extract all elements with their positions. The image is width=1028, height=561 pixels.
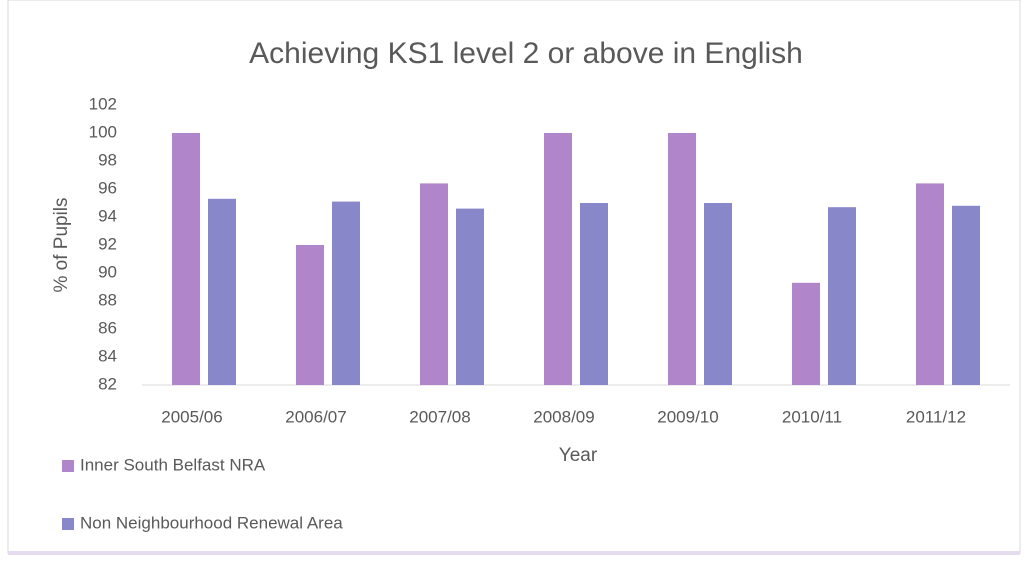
bar xyxy=(544,133,572,385)
x-tick-label: 2009/10 xyxy=(657,407,718,426)
x-tick-label: 2010/11 xyxy=(782,407,842,426)
chart-title: Achieving KS1 level 2 or above in Englis… xyxy=(249,37,803,70)
bar xyxy=(828,207,856,385)
y-tick-label: 96 xyxy=(98,178,117,197)
bar xyxy=(792,282,820,385)
y-tick-label: 92 xyxy=(98,234,117,253)
legend-swatch xyxy=(62,518,74,530)
y-axis-title: % of Pupils xyxy=(51,197,72,292)
x-tick-label: 2011/12 xyxy=(906,407,966,426)
bar xyxy=(296,245,324,385)
bar xyxy=(952,205,980,385)
bar xyxy=(172,133,200,385)
bar xyxy=(420,183,448,385)
y-tick-label: 94 xyxy=(98,206,117,225)
y-tick-label: 102 xyxy=(89,94,117,113)
bar xyxy=(208,198,236,385)
y-tick-label: 82 xyxy=(98,374,117,393)
y-tick-label: 90 xyxy=(98,262,117,281)
x-tick-label: 2006/07 xyxy=(285,407,346,426)
x-tick-label: 2008/09 xyxy=(533,407,594,426)
bar xyxy=(916,183,944,385)
bar xyxy=(668,133,696,385)
legend-label: Inner South Belfast NRA xyxy=(80,455,266,474)
y-tick-label: 100 xyxy=(89,122,117,141)
x-tick-label: 2005/06 xyxy=(161,407,222,426)
y-tick-label: 88 xyxy=(98,290,117,309)
y-tick-label: 98 xyxy=(98,150,117,169)
x-axis-title: Year xyxy=(559,445,598,466)
bar xyxy=(580,203,608,385)
legend-swatch xyxy=(62,460,74,472)
legend-label: Non Neighbourhood Renewal Area xyxy=(80,513,343,532)
bar xyxy=(456,208,484,385)
y-tick-label: 84 xyxy=(98,346,117,365)
y-tick-label: 86 xyxy=(98,318,117,337)
x-tick-label: 2007/08 xyxy=(409,407,470,426)
bar xyxy=(332,201,360,385)
bar xyxy=(704,203,732,385)
